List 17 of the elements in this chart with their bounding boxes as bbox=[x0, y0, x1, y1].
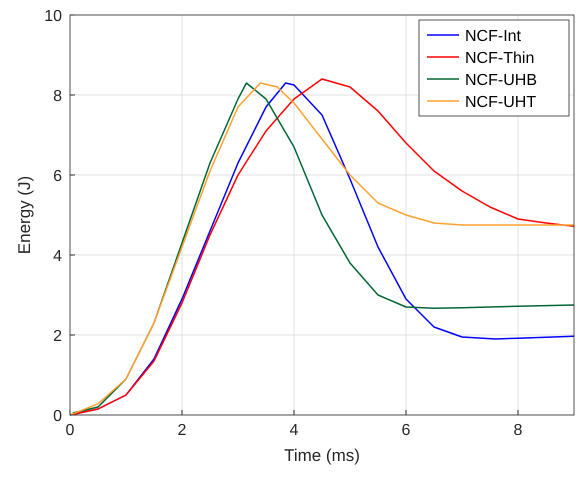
y-tick-label: 2 bbox=[53, 328, 62, 345]
x-tick-label: 6 bbox=[402, 422, 411, 439]
legend-label: NCF-Int bbox=[465, 28, 522, 45]
y-axis-title: Energy (J) bbox=[15, 176, 34, 254]
x-axis-title: Time (ms) bbox=[284, 446, 360, 465]
legend-label: NCF-UHT bbox=[465, 94, 536, 111]
y-tick-label: 4 bbox=[53, 248, 62, 265]
x-tick-label: 8 bbox=[514, 422, 523, 439]
y-tick-label: 8 bbox=[53, 88, 62, 105]
y-tick-label: 6 bbox=[53, 168, 62, 185]
x-tick-label: 2 bbox=[178, 422, 187, 439]
y-tick-label: 0 bbox=[53, 408, 62, 425]
legend-label: NCF-UHB bbox=[465, 72, 537, 89]
x-tick-label: 0 bbox=[66, 422, 75, 439]
x-tick-label: 4 bbox=[290, 422, 299, 439]
y-tick-label: 10 bbox=[44, 8, 62, 25]
legend-label: NCF-Thin bbox=[465, 50, 534, 67]
